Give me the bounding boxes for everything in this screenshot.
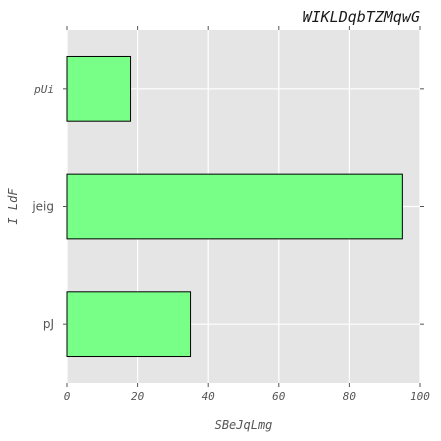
bar-pJ (66, 291, 192, 358)
y-tick-label: jeig (31, 200, 54, 214)
x-tick-label: 60 (272, 390, 286, 403)
chart-title: WIKLDqbTZMqwG (303, 8, 420, 26)
x-axis-label: SBeJqLmg (215, 418, 273, 432)
bars (66, 55, 403, 358)
x-tick-label: 0 (64, 390, 71, 403)
x-tick-label: 40 (202, 390, 216, 403)
bar-jeig (66, 173, 403, 240)
x-axis-ticks: 0 20 40 60 80 100 (64, 26, 430, 403)
x-tick-label: 80 (343, 390, 357, 403)
x-tick-label: 20 (131, 390, 145, 403)
y-axis-label: I LdF (6, 188, 20, 225)
y-tick-label: pJ (43, 317, 54, 331)
y-tick-label: pUi (33, 83, 54, 96)
bar-pUi (66, 55, 132, 122)
y-axis-ticks: pUi jeig pJ (31, 83, 424, 331)
x-tick-label: 100 (410, 390, 430, 403)
